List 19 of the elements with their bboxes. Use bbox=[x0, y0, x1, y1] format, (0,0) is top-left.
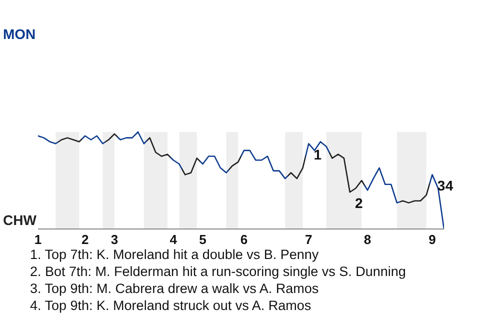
x-tick-label: 4 bbox=[170, 232, 178, 248]
annotation: 3 bbox=[437, 178, 446, 194]
x-tick-label: 7 bbox=[305, 232, 312, 248]
x-tick-label: 9 bbox=[428, 232, 436, 248]
x-tick-label: 3 bbox=[110, 232, 118, 248]
x-tick-label: 6 bbox=[240, 232, 248, 248]
annotation: 4 bbox=[445, 178, 454, 194]
text: MON bbox=[3, 26, 36, 42]
x-tick-label: 1 bbox=[34, 232, 42, 248]
text: CHW bbox=[3, 212, 36, 228]
annotation: 1 bbox=[314, 146, 322, 163]
text: 3. Top 9th: M. Cabrera drew a walk vs A. Ramos bbox=[30, 280, 320, 297]
x-tick-label: 2 bbox=[81, 232, 89, 248]
x-tick-label: 8 bbox=[364, 232, 372, 248]
x-tick-label: 5 bbox=[199, 232, 206, 248]
text: 1. Top 7th: K. Moreland hit a double vs B. Penny bbox=[30, 246, 320, 263]
annotation: 2 bbox=[354, 195, 363, 212]
text: 2. Bot 7th: M. Felderman hit a run-scoring single vs S. Dunning bbox=[30, 263, 406, 280]
text: 4. Top 9th: K. Moreland struck out vs A. Ramos bbox=[30, 297, 312, 314]
